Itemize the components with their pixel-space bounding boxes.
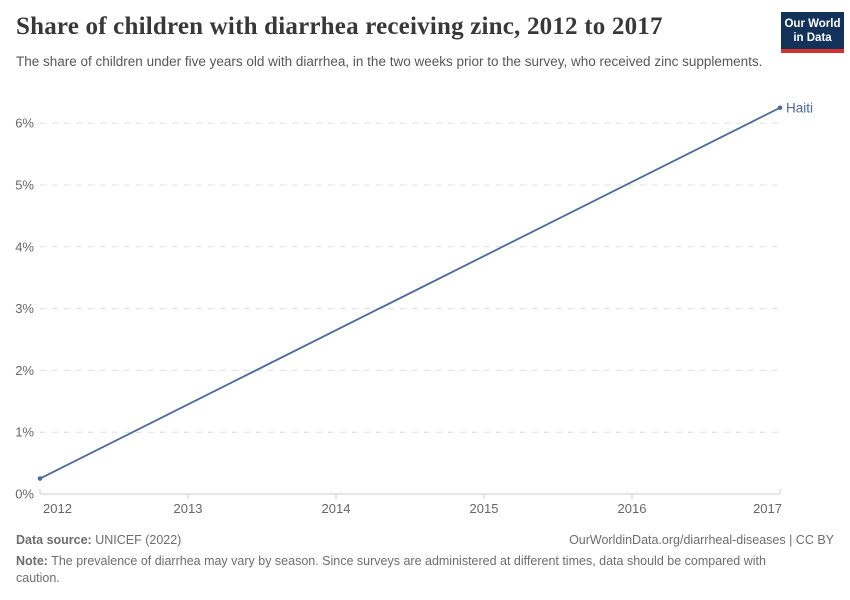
data-point <box>777 105 783 111</box>
x-axis-tick-label: 2012 <box>43 501 72 516</box>
owid-logo: Our World in Data <box>781 12 844 50</box>
y-axis-tick-label: 1% <box>15 425 34 440</box>
series-line <box>39 106 781 480</box>
data-source-value: UNICEF (2022) <box>91 533 182 547</box>
y-axis-tick-label: 6% <box>15 116 34 131</box>
owid-logo-line1: Our World <box>784 18 841 30</box>
entity-label[interactable]: Haiti <box>786 100 813 115</box>
x-axis-tick-label: 2013 <box>174 501 203 516</box>
y-axis-tick-label: 2% <box>15 363 34 378</box>
data-source: Data source: UNICEF (2022) <box>16 533 181 547</box>
page-title: Share of children with diarrhea receivin… <box>16 13 663 40</box>
x-axis-tick-label: 2014 <box>322 501 351 516</box>
footer-note: Note: The prevalence of diarrhea may var… <box>16 553 792 586</box>
data-point <box>37 476 43 481</box>
y-axis-tick-label: 5% <box>15 178 34 193</box>
footer-note-label: Note: <box>16 554 48 568</box>
x-axis-tick-label: 2016 <box>618 501 647 516</box>
data-source-label: Data source: <box>16 533 92 547</box>
owid-url-link[interactable]: OurWorldinData.org/diarrheal-diseases | … <box>569 533 834 547</box>
footer-note-value: The prevalence of diarrhea may vary by s… <box>16 554 766 585</box>
y-axis-tick-label: 3% <box>15 301 34 316</box>
chart-subtitle: The share of children under five years o… <box>16 54 763 69</box>
y-axis-tick-label: 4% <box>15 239 34 254</box>
y-axis-tick-label: 0% <box>15 487 34 502</box>
line-chart: 0% 1% 2% 3% 4% 5% 6% 2012 2013 2014 2015 2016 2017 Ha… <box>15 100 813 516</box>
owid-logo-line2: in Data <box>793 31 832 44</box>
owid-logo-stripe <box>781 49 844 53</box>
x-axis-tick-label: 2015 <box>470 501 499 516</box>
x-axis-tick-label: 2017 <box>753 501 782 516</box>
